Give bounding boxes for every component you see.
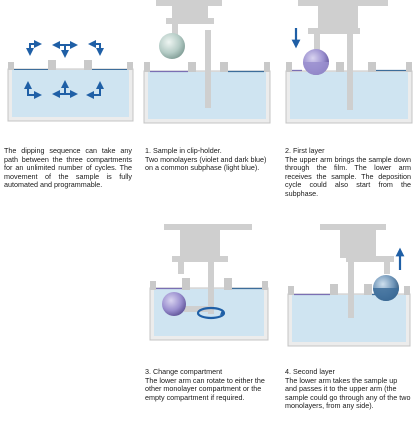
intro-text: The dipping sequence can take any path b… [4, 146, 132, 190]
step2-body: The upper arm brings the sample down thr… [285, 154, 411, 198]
step2-caption: 2. First layer The upper arm brings the … [285, 146, 411, 199]
step1-caption: 1. Sample in clip-holder. Two monolayers… [145, 146, 273, 173]
step3-body: The lower arm can rotate to either the o… [145, 375, 265, 402]
step4-apparatus [287, 224, 411, 347]
step1-apparatus [143, 0, 271, 124]
step4-body: The lower arm takes the sample up and pa… [285, 375, 411, 411]
step1-title: 1. Sample in clip-holder. [145, 146, 222, 155]
overview-trough [7, 60, 134, 122]
step3-apparatus [149, 224, 269, 341]
movement-arrows [24, 40, 104, 99]
step2-apparatus [285, 0, 413, 124]
step2-title: 2. First layer [285, 146, 325, 155]
step4-caption: 4. Second layer The lower arm takes the … [285, 367, 411, 411]
step1-body: Two monolayers (violet and dark blue) on… [145, 154, 267, 173]
step4-title: 4. Second layer [285, 367, 335, 376]
step3-title: 3. Change compartment [145, 367, 223, 376]
step3-caption: 3. Change compartment The lower arm can … [145, 367, 273, 402]
intro-caption: The dipping sequence can take any path b… [4, 146, 132, 190]
